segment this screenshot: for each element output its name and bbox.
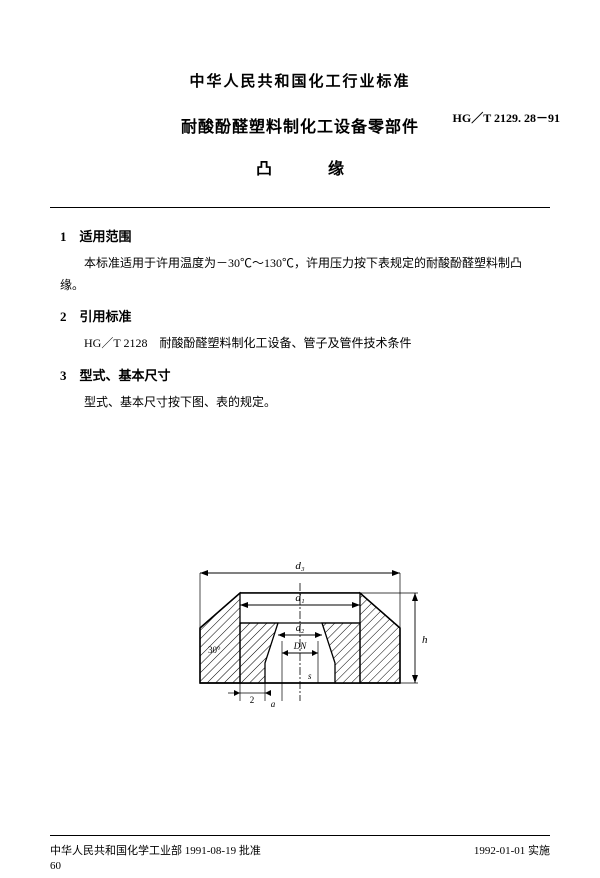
- part-title: 凸 缘: [60, 155, 540, 179]
- sec1-body: 本标准适用于许用温度为－30℃～130℃，许用压力按下表规定的耐酸酚醛塑料制凸缘…: [60, 253, 540, 296]
- label-d1: d₁: [295, 592, 305, 604]
- label-a: a: [271, 699, 276, 709]
- sec1-title: 适用范围: [80, 229, 132, 244]
- sec2-title: 引用标准: [80, 309, 132, 324]
- sec1-num: 1: [60, 229, 67, 244]
- footer-left: 中华人民共和国化学工业部 1991-08-19 批准: [50, 842, 261, 858]
- label-angle: 30°: [208, 645, 221, 655]
- divider: [50, 207, 550, 208]
- sec2-num: 2: [60, 309, 67, 324]
- flange-diagram: d₃ d₁ d₂ DN h 30° 2 a: [170, 533, 430, 713]
- footer: 中华人民共和国化学工业部 1991-08-19 批准 1992-01-01 实施: [50, 842, 550, 858]
- label-h: h: [422, 634, 428, 646]
- section-2-head: 2 引用标准: [60, 306, 540, 325]
- label-s: s: [308, 671, 312, 681]
- figure: d₃ d₁ d₂ DN h 30° 2 a: [60, 533, 540, 713]
- footer-right: 1992-01-01 实施: [474, 842, 550, 858]
- label-d3: d₃: [295, 560, 305, 572]
- label-two: 2: [250, 695, 255, 705]
- org-title: 中华人民共和国化工行业标准: [60, 70, 540, 91]
- sec3-title: 型式、基本尺寸: [80, 368, 171, 383]
- sec3-body: 型式、基本尺寸按下图、表的规定。: [60, 392, 540, 414]
- sec3-num: 3: [60, 368, 67, 383]
- section-2: 2 引用标准 HG／T 2128 耐酸酚醛塑料制化工设备、管子及管件技术条件: [60, 306, 540, 355]
- footer-rule: [50, 835, 550, 836]
- label-d2: d₂: [296, 623, 305, 634]
- page-number: 60: [50, 860, 61, 872]
- section-3-head: 3 型式、基本尺寸: [60, 365, 540, 384]
- standard-code: HG／T 2129. 28－91: [453, 109, 560, 126]
- label-dn: DN: [293, 641, 307, 651]
- section-1-head: 1 适用范围: [60, 226, 540, 245]
- main-title: 耐酸酚醛塑料制化工设备零部件: [181, 113, 419, 137]
- section-3: 3 型式、基本尺寸 型式、基本尺寸按下图、表的规定。: [60, 365, 540, 414]
- section-1: 1 适用范围 本标准适用于许用温度为－30℃～130℃，许用压力按下表规定的耐酸…: [60, 226, 540, 296]
- title-row: 耐酸酚醛塑料制化工设备零部件 HG／T 2129. 28－91: [60, 113, 540, 137]
- sec2-ref: HG／T 2128 耐酸酚醛塑料制化工设备、管子及管件技术条件: [60, 333, 540, 355]
